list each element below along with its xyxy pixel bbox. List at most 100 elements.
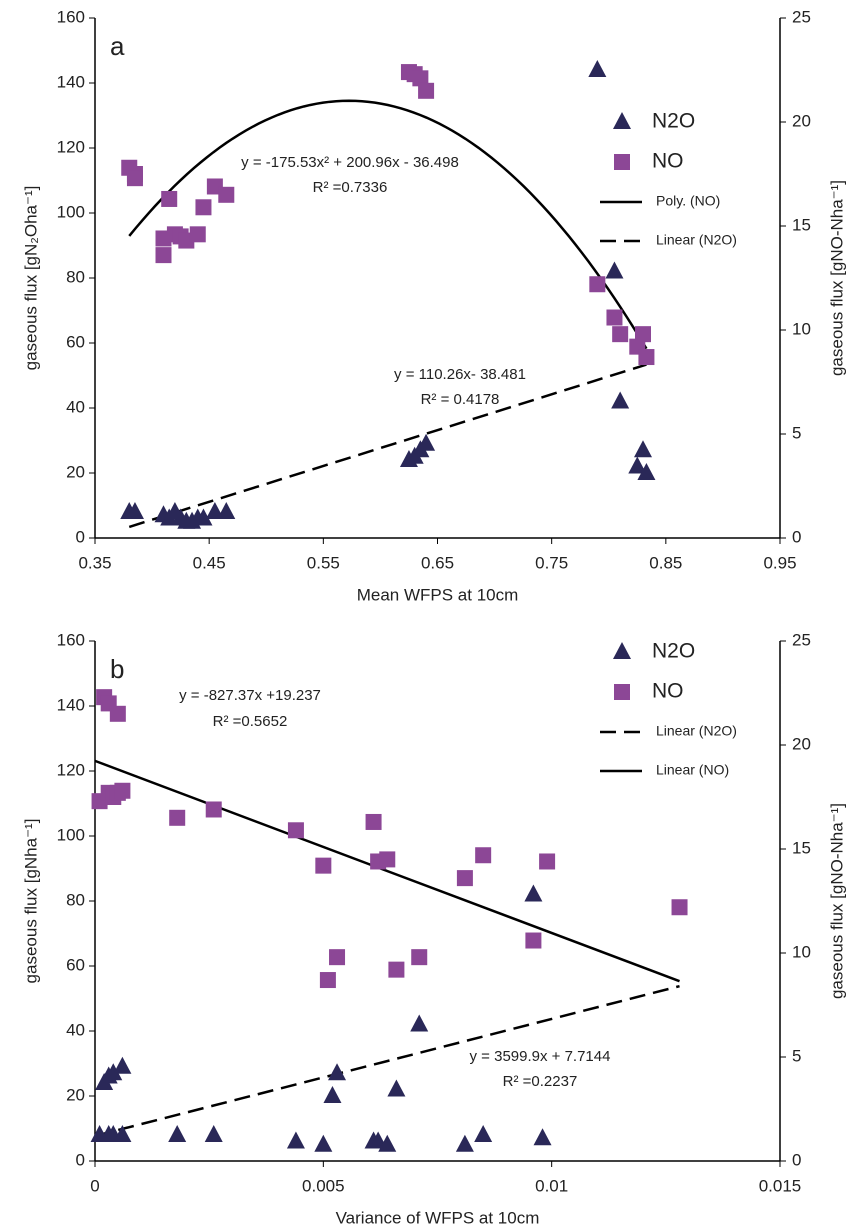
data-point [189,226,206,243]
panel-label: a [110,31,125,61]
y-tick-label: 60 [66,332,85,351]
data-point [205,801,222,818]
trendline [128,363,647,529]
data-point [611,391,630,409]
legend-label: Poly. (NO) [656,193,720,209]
data-point [410,1014,429,1032]
annotation: R² =0.7336 [313,179,388,196]
data-point [205,502,224,519]
data-point [637,463,656,480]
x-tick-label: 0.35 [78,553,111,572]
x-tick-label: 0 [90,1176,99,1195]
legend-label: N2O [652,110,695,133]
data-point [411,949,428,966]
data-point [169,809,186,826]
annotation: y = -175.53x² + 200.96x - 36.498 [241,154,459,171]
data-point [638,349,655,366]
data-point [125,502,144,519]
x-tick-label: 0.55 [307,553,340,572]
annotation: y = 3599.9x + 7.7144 [470,1048,611,1065]
data-point [671,899,688,916]
y-tick-label: 80 [66,267,85,286]
data-point [161,190,178,207]
x-tick-label: 0.65 [421,553,454,572]
y-tick-label: 100 [57,825,85,844]
x-tick-label: 0.95 [763,553,796,572]
data-point [323,1086,342,1103]
y2-tick-label: 10 [792,319,811,338]
x-axis-label: Variance of WFPS at 10cm [336,1208,540,1227]
data-point [387,1079,406,1097]
data-point [634,440,652,458]
annotation: R² =0.2237 [503,1073,578,1090]
y-tick-label: 0 [76,1150,85,1169]
data-point [113,1125,132,1142]
annotation: y = -827.37x +19.237 [179,687,321,704]
data-point [628,456,647,474]
data-point [417,433,436,451]
y-axis-label: gaseous flux [gN₂Oha⁻¹] [21,186,40,371]
x-tick-label: 0.01 [535,1176,568,1195]
data-point [126,170,143,187]
legend-marker [614,154,630,170]
legend-label: NO [652,680,684,703]
y-tick-label: 20 [66,462,85,481]
y2-tick-label: 25 [792,7,811,26]
data-point [539,853,556,870]
data-point [104,1063,123,1081]
y-tick-label: 40 [66,397,85,416]
data-point [287,822,304,839]
y-tick-label: 160 [57,7,85,26]
y2-tick-label: 5 [792,1046,801,1065]
y-tick-label: 80 [66,890,85,909]
legend-marker [613,642,631,659]
data-point [588,60,607,77]
data-point [589,276,606,293]
annotation: y = 110.26x- 38.481 [394,366,526,383]
data-point [114,782,131,799]
y-tick-label: 0 [76,527,85,546]
data-point [418,82,435,99]
trendline [94,984,680,1138]
annotation: R² =0.5652 [213,713,288,730]
legend-label: Linear (N2O) [656,723,737,739]
data-point [218,186,235,203]
y-tick-label: 20 [66,1085,85,1104]
panel-label: b [110,654,124,684]
y2-tick-label: 25 [792,630,811,649]
data-point [168,1125,187,1142]
y-tick-label: 160 [57,630,85,649]
data-point [635,326,651,343]
legend-label: NO [652,150,684,173]
data-point [524,884,543,902]
y2-axis-label: gaseous flux [gNO-Nha⁻¹] [827,180,846,376]
y-tick-label: 120 [57,137,85,156]
y-tick-label: 140 [57,695,85,714]
y-tick-label: 120 [57,760,85,779]
legend-label: Linear (NO) [656,762,729,778]
y-axis-label: gaseous flux [gNha⁻¹] [21,819,40,984]
data-point [315,857,332,874]
data-point [612,326,629,343]
trendline [94,759,680,983]
data-point [455,1134,474,1152]
y-tick-label: 140 [57,72,85,91]
legend-marker [613,112,631,129]
y2-tick-label: 20 [792,734,811,753]
x-tick-label: 0.015 [759,1176,802,1195]
data-point [605,261,624,279]
x-tick-label: 0.75 [535,553,568,572]
annotation: R² = 0.4178 [421,391,500,408]
data-point [379,851,396,868]
data-point [456,870,473,887]
y2-tick-label: 15 [792,838,811,857]
y2-tick-label: 10 [792,942,811,961]
legend-label: Linear (N2O) [656,232,737,248]
data-point [378,1134,397,1152]
data-point [365,813,382,830]
legend-label: N2O [652,640,695,663]
y2-tick-label: 20 [792,111,811,130]
data-point [195,199,212,216]
legend-marker [614,684,630,700]
